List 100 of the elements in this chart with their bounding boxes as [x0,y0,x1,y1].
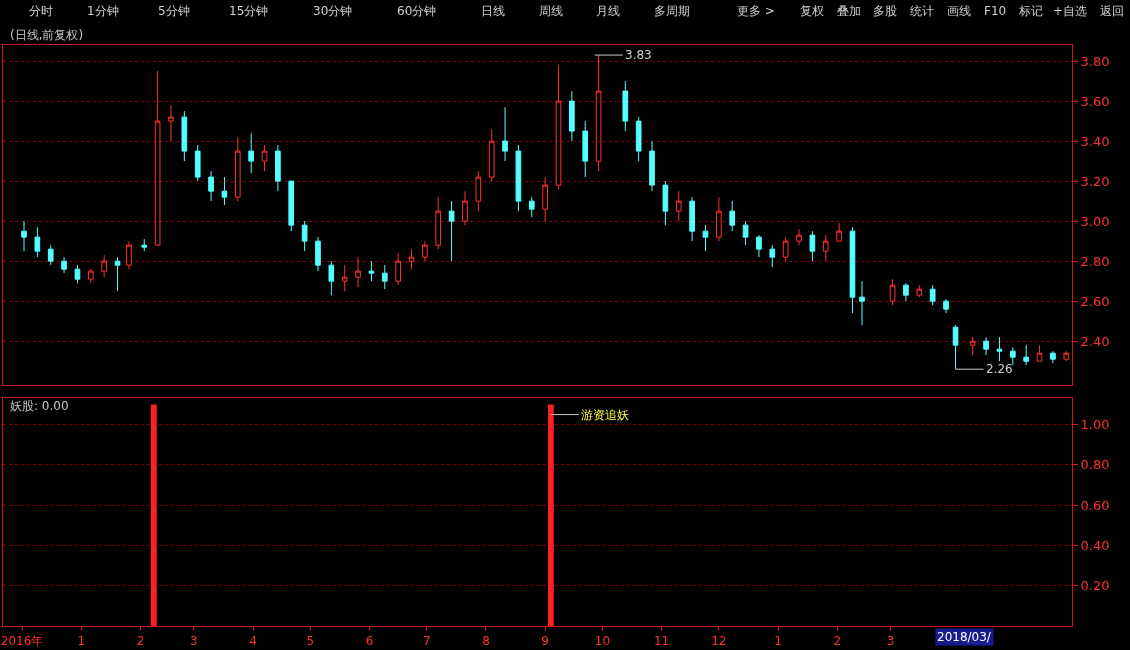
text: 周线 [539,4,563,18]
candlestick [595,54,602,172]
text: 返回 [1100,4,1124,18]
candlestick [809,230,816,262]
y-tick-label: 0.80 [1080,457,1110,473]
candlestick [141,238,148,252]
y-tick-label: 0.20 [1080,578,1110,594]
candlestick [341,264,348,292]
text: 月线 [596,4,620,18]
x-tick-label: 2 [136,634,145,649]
candlestick [47,244,54,266]
y-tick-label: 3.00 [1080,213,1110,229]
x-tick-label: 3 [886,634,895,649]
x-tick-label: 6 [365,634,374,649]
candlestick [408,248,415,270]
candlestick [221,176,228,206]
candlestick [435,196,442,250]
candlestick [662,180,669,226]
y-tick-label: 3.60 [1080,93,1110,109]
annotation: 3.83 [625,48,652,62]
candlestick [208,170,214,202]
x-tick-label: 8 [482,634,490,649]
candlestick [996,336,1003,362]
candlestick [101,254,108,278]
annotation: 2.26 [986,362,1013,376]
y-tick-label: 2.60 [1080,293,1110,309]
text: +自选 [1053,4,1088,18]
candlestick [462,190,468,226]
x-tick-label: 7 [422,634,431,649]
annotation: 游资追妖 [581,408,629,422]
candlestick [675,190,682,222]
text: 统计 [910,4,934,18]
candlestick [528,196,535,218]
text: 日线 [481,4,505,18]
x-tick-label: 1 [774,634,782,649]
text: 复权 [800,4,824,18]
candlestick [859,280,865,326]
y-tick-label: 1.00 [1080,417,1110,433]
x-tick-label: 2016年 [0,634,44,649]
text: 多周期 [654,4,690,18]
candlestick [448,200,455,262]
candlestick [181,110,188,162]
candlestick [582,120,589,178]
candlestick [301,220,308,252]
candlestick [756,234,762,258]
y-tick-label: 2.40 [1080,333,1110,349]
candlestick [248,132,254,174]
y-tick-label: 0.40 [1080,538,1110,553]
chart-title: 妖股: 0.00 [10,399,69,413]
y-tick-label: 0.60 [1080,497,1110,513]
text: F10 [984,4,1007,18]
y-tick-label: 3.80 [1080,53,1110,69]
candlestick [34,226,41,258]
candlestick [849,226,856,314]
candlestick [889,278,896,306]
candlestick [168,104,174,142]
candlestick [782,236,789,262]
x-tick-label: 9 [541,634,549,649]
text: 5分钟 [158,4,190,18]
x-tick-label: 2 [833,634,842,649]
candlestick [969,336,976,356]
candlestick [796,228,802,246]
candlestick [355,256,361,288]
chart-title: (日线,前复权) [10,28,84,42]
candlestick [368,260,375,282]
y-tick-label: 3.20 [1080,173,1110,189]
candlestick [126,240,132,270]
x-tick-label: 12 [711,634,727,649]
x-tick-label: 1 [77,634,86,649]
y-tick-label: 3.40 [1080,133,1110,149]
candlestick [903,282,909,302]
x-tick-label: 11 [653,634,670,649]
candlestick [916,284,923,298]
candlestick [21,220,27,252]
text: 更多 > [737,4,775,18]
candlestick [1009,346,1016,366]
text: 1分钟 [87,4,119,18]
candlestick [649,140,655,192]
candlestick [929,284,936,306]
text: 画线 [947,4,971,18]
candlestick [381,264,388,290]
candlestick [822,234,829,262]
candlestick [234,136,241,202]
y-tick-label: 2.80 [1080,253,1110,269]
x-tick-label: 10 [594,634,611,649]
text: 标记 [1018,4,1043,18]
candlestick [315,236,321,272]
candlestick [275,144,281,192]
candlestick [515,144,522,212]
candlestick [194,144,201,182]
text: 多股 [873,4,897,18]
candlestick [555,64,562,190]
candlestick [1050,350,1056,364]
text: 30分钟 [313,4,353,18]
candlestick [328,260,335,296]
candlestick [395,252,401,286]
candlestick [742,220,749,246]
candlestick [1023,344,1030,366]
x-tick-label: 3 [190,634,198,649]
candlestick [1036,344,1043,362]
